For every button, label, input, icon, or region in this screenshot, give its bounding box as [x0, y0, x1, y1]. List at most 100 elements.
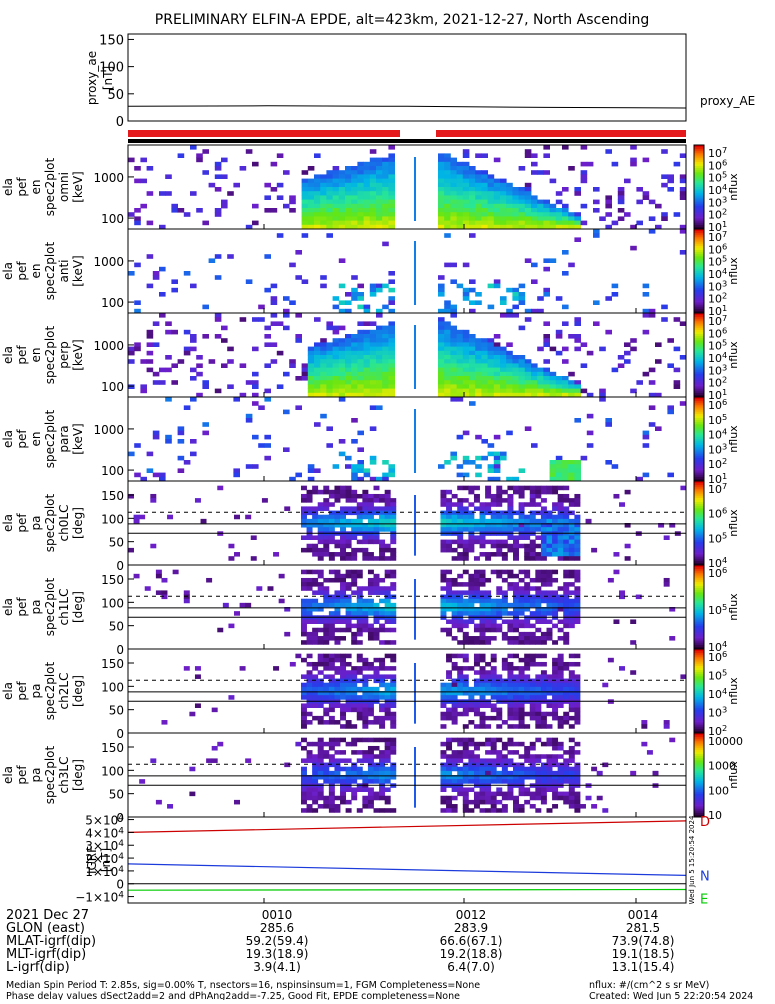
spectrogram-cell [469, 392, 476, 398]
spectrogram-cell [586, 443, 594, 448]
spectrogram-cell [388, 224, 395, 230]
pitch-cbar-0-cell [694, 525, 704, 528]
pitch-cell [563, 766, 570, 772]
pitch-cell [552, 791, 559, 797]
pitch-cell [278, 598, 285, 604]
spectrogram-cell [456, 392, 464, 398]
pitch-cell [328, 631, 335, 637]
pitch-cell [340, 586, 347, 591]
spectrogram-cell [357, 195, 364, 200]
pitch-cbar-3-cell [694, 770, 704, 774]
spectrogram-cell [351, 355, 358, 360]
pitch-cell [323, 711, 330, 717]
spectrogram-cell [444, 376, 451, 381]
spectrogram-cell [264, 287, 271, 293]
spectrogram-cell [524, 308, 532, 314]
pitch-cbar-1-cell [694, 625, 704, 629]
pitch-cell [513, 724, 519, 729]
spectrogram-cell [630, 338, 637, 343]
pitch-cell [379, 506, 386, 511]
spectrogram-cell [351, 287, 358, 293]
spectrogram-cell [469, 308, 476, 314]
pitch-cell [496, 779, 503, 784]
spectrogram-cell [208, 258, 216, 263]
pitch-cell [496, 750, 503, 755]
pitch-cell [323, 502, 330, 507]
energy-cbar-1-cell [694, 308, 704, 312]
pitch-cell [323, 523, 330, 528]
spectrogram-cell [363, 338, 371, 343]
pitch-cell [340, 556, 347, 561]
pitch-cell [373, 775, 380, 780]
spectrogram-cell [345, 195, 352, 200]
spectrogram-cell [549, 371, 557, 377]
spectrogram-cell [239, 317, 247, 322]
pitch-cell [513, 510, 519, 516]
pitch-cell [334, 695, 341, 700]
spectrogram-cell [481, 203, 488, 209]
pitch-cell [557, 506, 564, 511]
spectrogram-cell [500, 367, 507, 373]
pitch-cell [524, 636, 531, 641]
pitch-cell [490, 750, 497, 755]
pitch-cell [473, 623, 480, 629]
spectrogram-cell [295, 250, 302, 255]
spectrogram-cell [357, 182, 364, 188]
pitch-cell [362, 758, 369, 763]
spectrogram-cell [568, 388, 575, 394]
pitch-cell [507, 543, 514, 549]
spectrogram-cell [562, 384, 569, 389]
pitch-cbar-2-cell [694, 659, 704, 663]
energy-cbar-3-cell [694, 449, 704, 453]
spectrogram-cell [363, 220, 371, 226]
pitch-cell [367, 795, 374, 801]
energy-0-ylabel: ela [1, 178, 15, 196]
pitch-cell [574, 750, 581, 755]
pitch-cell [473, 611, 480, 616]
pitch-cell [306, 686, 313, 692]
pitch-cell [518, 510, 525, 516]
spectrogram-cell [332, 304, 340, 310]
pitch-cell [328, 489, 335, 495]
pitch-cell [473, 791, 480, 797]
spectrogram-cell [562, 145, 569, 150]
pitch-cell [312, 686, 319, 692]
spectrogram-cell [568, 224, 575, 230]
spectrogram-cell [357, 178, 364, 184]
pitch-cbar-2-cell [694, 655, 704, 658]
pitch-cell [624, 523, 631, 528]
pitch-cell [546, 582, 553, 587]
spectrogram-cell [376, 166, 383, 171]
pitch-cell [446, 569, 453, 575]
pitch-cell [345, 623, 352, 629]
pitch-cbar-1-cell [694, 604, 704, 608]
spectrogram-cell [648, 422, 656, 427]
spectrogram-cell [128, 346, 135, 352]
pitch-cell [367, 598, 374, 604]
pitch-0-ylabel: ch0LC [57, 505, 71, 542]
pitch-cell [323, 543, 330, 549]
pitch-cell [167, 804, 174, 809]
energy-cbar-0-cell [694, 151, 704, 154]
spectrogram-cell [152, 321, 160, 326]
pitch-cell [317, 787, 324, 792]
pitch-cbar-1-cell [694, 583, 704, 587]
pitch-cell [473, 590, 480, 595]
pitch-cell [362, 514, 369, 520]
pitch-cell [312, 766, 319, 772]
pitch-cell [384, 682, 391, 688]
pitch-cell [312, 543, 319, 549]
spectrogram-cell [276, 384, 284, 389]
spectrogram-cell [543, 203, 550, 209]
pitch-cell [451, 691, 458, 696]
pitch-cell [501, 775, 508, 780]
pitch-cell [557, 607, 564, 612]
pitch-cell [518, 502, 525, 507]
spectrogram-cell [673, 367, 681, 373]
spectrogram-cell [283, 325, 290, 331]
spectrogram-cell [500, 455, 507, 461]
spectrogram-cell [283, 203, 290, 209]
spectrogram-cell [357, 203, 364, 209]
spectrogram-cell [357, 392, 364, 398]
pitch-cell [334, 741, 341, 747]
